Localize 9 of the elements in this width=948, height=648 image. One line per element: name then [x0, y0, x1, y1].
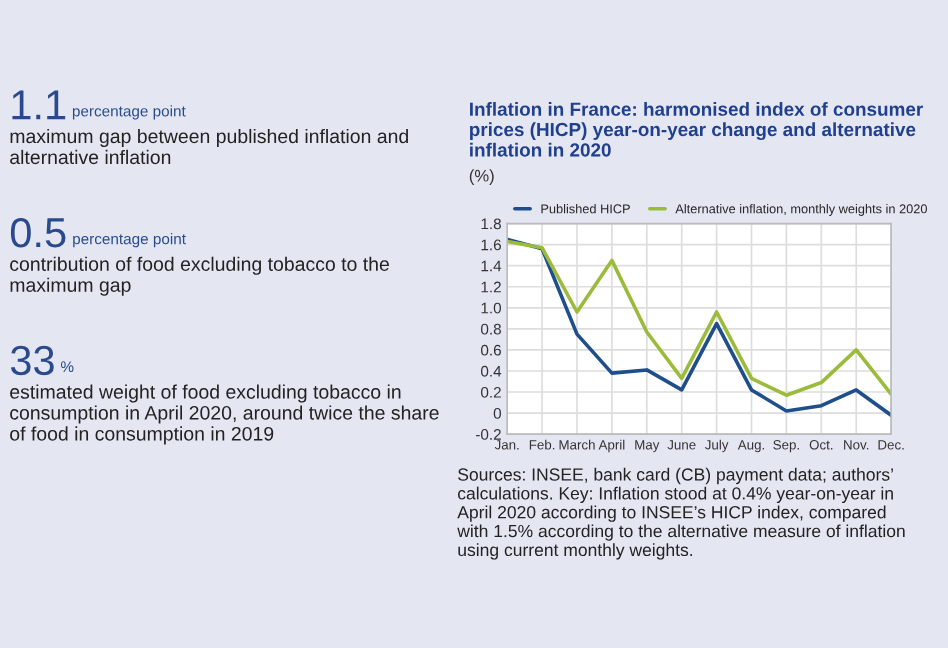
- text: contribution of food excluding tobacco to the maximum gap: [10, 256, 389, 296]
- y-axis-title: (%): [469, 169, 494, 185]
- source-note: Sources: INSEE, bank card (CB) payment data; authors’ calculations. Key: Inflation stood at 0.4% year-on-year in April 2020 according to INSEE’s HICP index, compared with 1.5% according to the alternative measure of inflation using current monthly weights.: [457, 467, 905, 560]
- text: maximum gap between published inflation and alternative inflation: [10, 128, 408, 165]
- text: 33: [10, 345, 54, 376]
- text: 1.1: [12, 90, 66, 120]
- text: estimated weight of food excluding tobacco in consumption in April 2020, around twice the share of food in consumption in 2019: [10, 384, 439, 445]
- chart-title: Inflation in France: harmonised index of consumer prices (HICP) year-on-year change and alternative inflation in 2020: [470, 102, 923, 157]
- text: 0.5: [10, 217, 66, 248]
